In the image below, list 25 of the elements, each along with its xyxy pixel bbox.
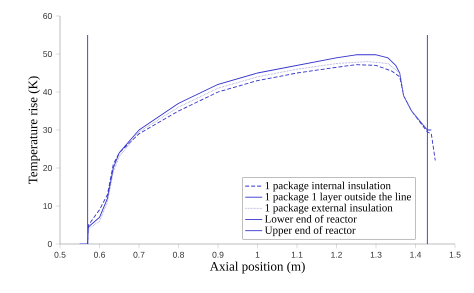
x-tick-label: 0.8	[172, 252, 184, 258]
legend-label: Upper end of reactor	[264, 226, 356, 236]
legend-label: 1 package internal insulation	[266, 182, 391, 192]
x-tick-label: 1.3	[370, 252, 382, 258]
x-tick-label: 1.4	[410, 252, 422, 258]
x-axis-title: Axial position (m)	[210, 262, 305, 274]
x-tick-label: 0.6	[94, 252, 106, 258]
x-tick-label: 0.5	[54, 252, 66, 258]
x-tick-label: 0.9	[212, 252, 224, 258]
y-tick-label: 10	[43, 203, 52, 209]
y-tick-label: 50	[43, 51, 52, 57]
y-tick-label: 0	[48, 241, 52, 247]
x-tick-label: 1.1	[292, 252, 302, 258]
y-tick-label: 30	[43, 127, 52, 133]
x-tick-label: 1.5	[450, 252, 461, 258]
y-tick-label: 20	[43, 165, 52, 171]
y-axis-title: Temperature rise (K)	[28, 76, 40, 184]
legend-label: Lower end of reactor	[264, 214, 357, 223]
x-tick-label: 1.2	[331, 252, 342, 258]
x-tick-label: 0.7	[133, 252, 144, 258]
legend-label: 1 package external insulation	[266, 204, 393, 214]
y-tick-label: 60	[43, 13, 52, 19]
x-tick-label: 1	[256, 252, 260, 258]
legend-label: 1 package 1 layer outside the line	[266, 192, 411, 203]
y-tick-label: 40	[42, 89, 52, 95]
